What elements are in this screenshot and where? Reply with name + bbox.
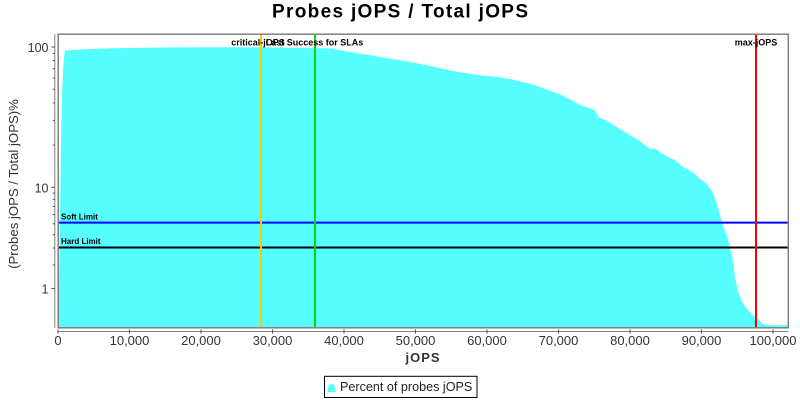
svg-text:Hard Limit: Hard Limit	[61, 237, 101, 246]
svg-text:max-jOPS: max-jOPS	[735, 38, 778, 48]
svg-text:Last Success for SLAs: Last Success for SLAs	[266, 38, 364, 48]
svg-text:60,000: 60,000	[467, 333, 507, 348]
svg-text:Percent of probes jOPS: Percent of probes jOPS	[340, 380, 472, 394]
svg-text:80,000: 80,000	[610, 333, 650, 348]
svg-text:100: 100	[28, 41, 49, 55]
svg-text:0: 0	[54, 333, 61, 348]
svg-text:jOPS: jOPS	[405, 350, 440, 365]
svg-text:30,000: 30,000	[253, 333, 293, 348]
svg-text:70,000: 70,000	[539, 333, 579, 348]
svg-text:20,000: 20,000	[181, 333, 221, 348]
svg-text:40,000: 40,000	[324, 333, 364, 348]
svg-text:Probes jOPS / Total jOPS: Probes jOPS / Total jOPS	[272, 2, 528, 23]
svg-text:1: 1	[42, 283, 49, 297]
svg-text:(Probes jOPS / Total jOPS)%: (Probes jOPS / Total jOPS)%	[6, 99, 21, 269]
svg-text:90,000: 90,000	[682, 333, 722, 348]
svg-text:100,000: 100,000	[750, 333, 797, 348]
svg-text:50,000: 50,000	[396, 333, 436, 348]
svg-text:Soft Limit: Soft Limit	[61, 213, 98, 222]
svg-text:critical-jOPS: critical-jOPS	[231, 38, 285, 48]
svg-text:10,000: 10,000	[110, 333, 150, 348]
svg-text:10: 10	[35, 181, 49, 195]
